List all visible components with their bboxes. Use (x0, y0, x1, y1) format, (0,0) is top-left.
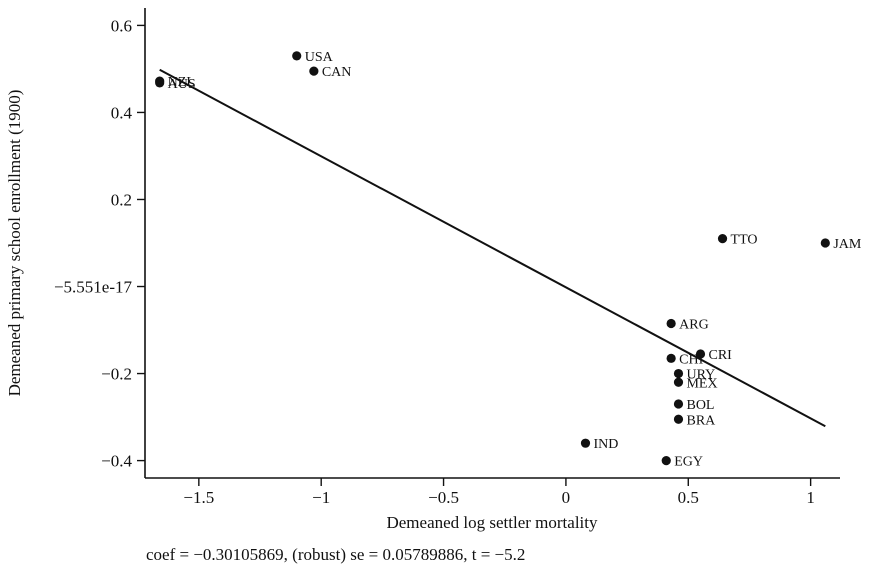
x-tick-label: −1 (312, 488, 330, 507)
point-label-mex: MEX (686, 376, 717, 391)
y-tick-label: 0.2 (111, 190, 132, 209)
point-label-aus: AUS (168, 77, 196, 92)
x-tick-label: 0.5 (678, 488, 699, 507)
point-label-egy: EGY (674, 455, 703, 470)
x-tick-label: −1.5 (183, 488, 214, 507)
regression-footnote: coef = −0.30105869, (robust) se = 0.0578… (146, 545, 525, 564)
point-label-bol: BOL (686, 398, 714, 413)
data-point-mex (673, 377, 684, 387)
y-axis-ticks: 0.6 0.4 0.2 −5.551e-17 −0.2 −0.4 (54, 16, 145, 471)
y-axis-title: Demeaned primary school enrollment (1900… (5, 90, 24, 397)
data-point-cri (695, 349, 706, 359)
data-point-aus (155, 78, 165, 88)
point-label-ind: IND (593, 437, 618, 452)
plot-frame (144, 8, 840, 479)
y-tick-label: −5.551e-17 (54, 278, 133, 297)
data-point-usa (292, 51, 302, 61)
point-label-ury: URY (686, 368, 715, 383)
y-tick-label: −0.4 (101, 452, 132, 471)
data-point-egy (661, 455, 671, 466)
y-tick-label: 0.6 (111, 16, 132, 35)
data-point-tto (717, 234, 728, 244)
x-axis-ticks: −1.5 −1 −0.5 0 0.5 1 (183, 478, 815, 507)
point-label-nzl: NZL (168, 75, 195, 90)
data-point-chi (666, 353, 676, 363)
data-point-ury (673, 368, 684, 379)
data-point-jam (820, 238, 830, 248)
point-label-can: CAN (322, 65, 352, 80)
x-axis-title: Demeaned log settler mortality (386, 513, 598, 532)
point-label-cri: CRI (709, 348, 733, 363)
point-label-bra: BRA (686, 413, 716, 428)
point-label-usa: USA (305, 50, 334, 65)
x-tick-label: −0.5 (428, 488, 459, 507)
point-label-jam: JAM (833, 237, 862, 252)
point-label-chi: CHI (679, 352, 703, 367)
x-tick-label: 0 (562, 488, 571, 507)
data-point-can (309, 66, 319, 76)
data-point-bol (673, 399, 684, 409)
data-point-arg (666, 318, 676, 329)
regression-fit-line (159, 68, 826, 428)
y-tick-label: −0.2 (101, 365, 132, 384)
data-point-bra (673, 414, 684, 424)
point-label-tto: TTO (731, 233, 758, 248)
data-point-ind (580, 438, 591, 448)
point-label-arg: ARG (679, 318, 709, 333)
data-points (155, 51, 830, 466)
x-tick-label: 1 (806, 488, 815, 507)
y-tick-label: 0.4 (111, 103, 133, 122)
